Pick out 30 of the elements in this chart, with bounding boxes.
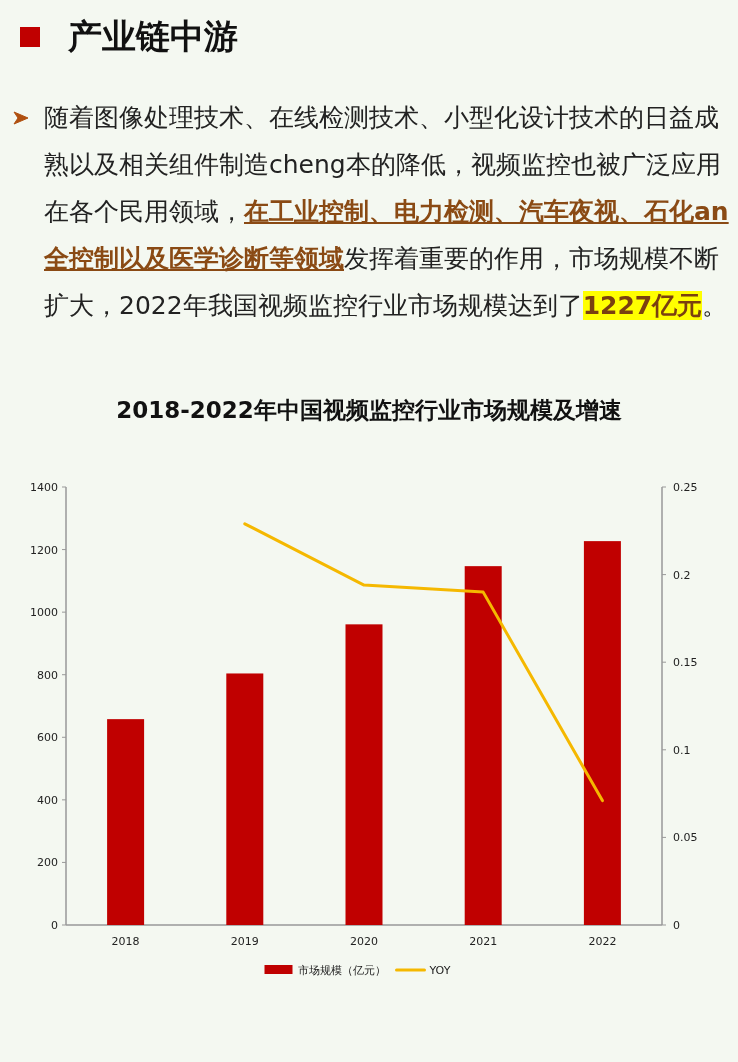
text: 随着图像处理技术、在线检测技术、小型化设计技术的日益成熟以及相关组件制造cheng本的降低，视频监控也被广泛应用在各个民用领域，在工业控制、电力检测、汽车夜视、石化an全控制以及医学诊断等领域发挥着重要的作用，市场规模不断扩大，2022年我国视频监控行业市场规模达到了1227亿元。 bbox=[44, 103, 729, 320]
bar bbox=[583, 541, 621, 925]
y-tick-label: 1000 bbox=[30, 606, 58, 620]
legend-label: YOY bbox=[428, 964, 451, 977]
bar bbox=[107, 719, 145, 925]
y2-tick-label: 0.1 bbox=[673, 743, 691, 757]
y-tick-label: 600 bbox=[37, 731, 58, 745]
bar bbox=[345, 624, 383, 925]
y-tick-label: 1400 bbox=[30, 481, 58, 494]
legend-label: 市场规模（亿元） bbox=[297, 964, 386, 977]
text: 产业链中游 bbox=[68, 15, 238, 58]
x-tick-label: 2022 bbox=[588, 935, 617, 948]
y2-tick-label: 0 bbox=[673, 919, 680, 932]
x-tick-label: 2020 bbox=[350, 935, 378, 948]
y2-tick-label: 0.15 bbox=[673, 656, 698, 670]
x-tick-label: 2018 bbox=[111, 935, 140, 948]
bar bbox=[464, 566, 502, 925]
y2-tick-label: 0.05 bbox=[673, 831, 698, 845]
y2-tick-label: 0.2 bbox=[673, 568, 691, 582]
bar bbox=[226, 673, 264, 925]
chart-title: 2018-2022年中国视频监控行业市场规模及增速 bbox=[116, 397, 622, 423]
x-tick-label: 2019 bbox=[230, 935, 259, 948]
y-tick-label: 800 bbox=[37, 668, 58, 682]
y2-tick-label: 0.25 bbox=[673, 481, 698, 494]
y-tick-label: 1200 bbox=[30, 543, 58, 557]
y-tick-label: 0 bbox=[51, 919, 58, 932]
x-tick-label: 2021 bbox=[469, 935, 498, 948]
y-tick-label: 400 bbox=[37, 793, 58, 807]
line-series bbox=[243, 522, 604, 803]
y-tick-label: 200 bbox=[37, 856, 58, 870]
